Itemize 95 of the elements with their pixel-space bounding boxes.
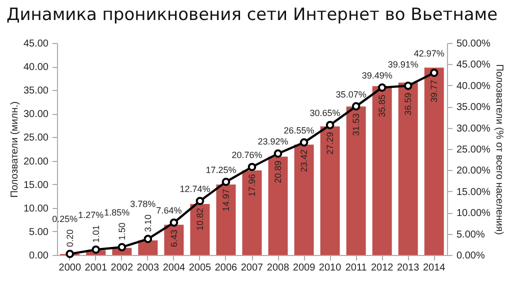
data-label: 27.29 [325,132,336,155]
y2-tick-label: 45.00% [456,60,491,71]
y2-tick-label: 0.00% [456,250,485,262]
bar [320,126,340,255]
chart-title: Динамика проникновения сети Интернет во Вьетнаме [6,5,498,25]
data-label: 39.77 [429,80,440,102]
x-tick-label: 2008 [266,262,290,274]
point [118,243,126,252]
y-tick-label: 35.00 [23,86,49,97]
y2-tick-label: 5.00% [456,229,485,240]
point [144,234,152,244]
bar [242,170,262,255]
point [66,250,74,258]
y-axis-title: Полозватели (милн.) [9,101,20,198]
x-tick-label: 2014 [422,262,446,274]
bar [190,204,210,255]
data-label: 1.85% [104,207,130,218]
point [404,82,412,90]
y2-tick-label: 15.00% [456,186,491,198]
point [196,196,204,206]
data-label: 20.76% [232,150,262,160]
data-label: 31.53 [351,113,362,136]
y-tick-label: 15.00 [23,180,49,191]
y-tick-label: 25.00 [23,132,49,144]
data-label: 6.43 [168,230,179,248]
point [222,178,230,186]
data-label: 17.25% [206,164,236,175]
x-tick-label: 2009 [292,262,316,274]
x-tick-label: 2005 [188,262,212,274]
data-label: 14.97 [220,188,231,212]
y-tick-label: 20.00 [23,156,49,168]
point [300,138,308,147]
x-tick-label: 2002 [110,262,134,274]
x-tick-label: 2004 [162,262,186,274]
y2-tick-label: 50.00% [456,38,491,50]
x-tick-label: 2001 [84,262,108,274]
data-label: 20.89 [273,160,284,184]
data-label: 23.92% [258,136,288,147]
y2-tick-label: 35.00% [456,102,491,114]
data-label: 0.20 [64,229,75,247]
bar [346,106,366,255]
y-tick-label: 30.00 [23,109,49,120]
x-tick-label: 2007 [240,262,264,274]
data-label: 42.97% [414,48,444,59]
bar [398,82,418,255]
y2-tick-label: 25.00% [456,144,491,156]
point [326,120,334,130]
x-tick-label: 2000 [58,262,82,274]
data-label: 26.55% [284,125,314,136]
bar [216,184,236,255]
x-tick-label: 2006 [214,262,238,274]
point [92,245,100,254]
point [378,83,386,92]
x-tick-label: 2011 [345,262,368,274]
data-label: 35.07% [336,89,366,100]
bar [268,156,288,255]
bar [138,240,158,255]
y-tick-label: 10.00 [23,203,49,214]
y2-axis-title: Полозватели (% от всего населения) [493,64,504,235]
data-label: 12.74% [180,184,210,194]
y-tick-label: 45.00 [23,38,49,50]
data-label: 3.10 [142,214,153,232]
data-label: 17.96 [247,174,257,197]
data-label: 30.65% [310,108,340,118]
y-tick-label: 40.00 [23,62,49,74]
bar [372,86,392,255]
point [248,162,256,172]
data-label: 23.42 [299,149,310,172]
y-tick-label: 0.00 [29,250,49,262]
x-tick-label: 2013 [396,262,420,274]
point [352,102,360,110]
bar [294,144,314,255]
data-label: 3.78% [130,199,156,210]
data-label: 0.25% [52,214,78,224]
y2-tick-label: 30.00% [456,123,491,134]
data-label: 35.85 [377,94,388,118]
data-label: 39.91% [388,60,418,70]
data-label: 7.64% [156,206,182,216]
data-label: 39.49% [362,70,392,81]
x-tick-label: 2012 [370,262,394,274]
x-tick-label: 2003 [136,262,160,274]
point [170,218,178,227]
y2-tick-label: 40.00% [456,80,491,92]
data-label: 1.50 [116,222,127,240]
point [430,68,438,77]
data-label: 1.27% [78,210,104,220]
y2-tick-label: 10.00% [456,208,491,220]
data-label: 36.59 [403,92,414,116]
data-label: 10.82 [194,208,205,231]
y-tick-label: 5.00 [29,226,49,238]
point [274,149,282,158]
y2-tick-label: 20.00% [456,166,491,177]
x-tick-label: 2010 [318,262,342,274]
data-label: 1.01 [90,225,101,243]
bar [424,68,444,255]
